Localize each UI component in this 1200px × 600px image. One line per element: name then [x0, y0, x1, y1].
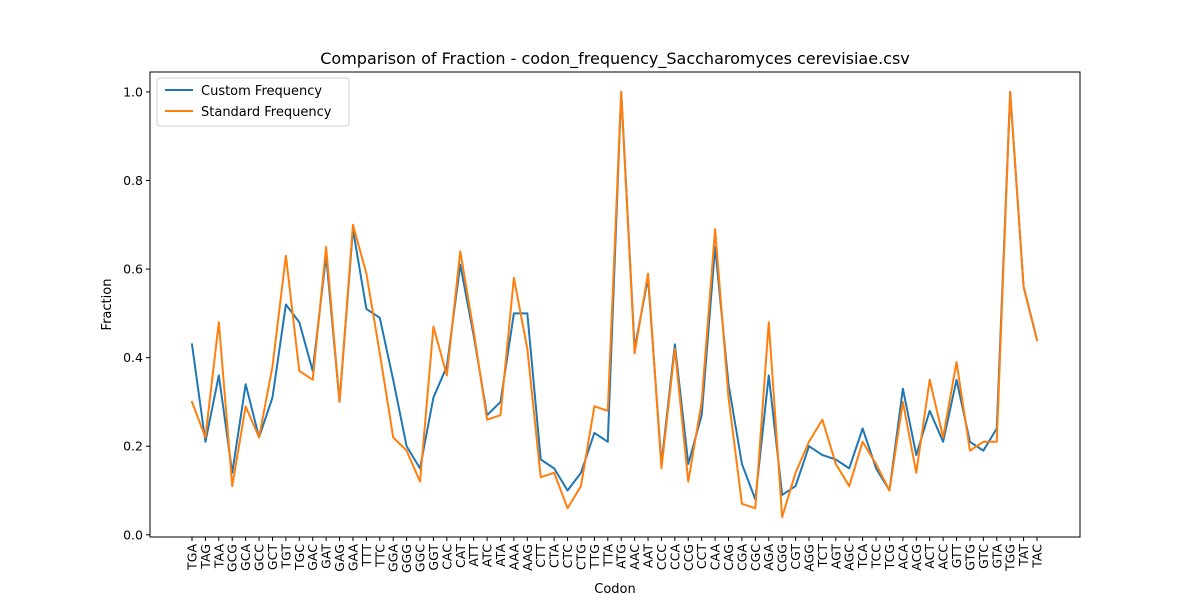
x-tick-label-ACA: ACA: [895, 544, 910, 570]
x-tick-label-ATA: ATA: [493, 544, 508, 567]
x-tick-label-CTG: CTG: [573, 544, 588, 570]
y-tick-label-0.8: 0.8: [123, 173, 143, 188]
chart-title: Comparison of Fraction - codon_frequency…: [320, 49, 910, 69]
x-tick-label-CAC: CAC: [439, 544, 454, 570]
x-tick-label-TCC: TCC: [869, 544, 884, 570]
y-tick-label-0.6: 0.6: [123, 262, 143, 277]
x-tick-label-GGA: GGA: [386, 544, 401, 572]
x-tick-label-ATT: ATT: [466, 544, 481, 567]
x-tick-label-GCG: GCG: [225, 544, 240, 572]
x-tick-label-TCA: TCA: [855, 544, 870, 570]
legend-label-standard-frequency: Standard Frequency: [201, 105, 332, 120]
x-tick-label-CCT: CCT: [694, 544, 709, 569]
x-tick-label-GTG: GTG: [962, 544, 977, 571]
x-tick-label-CTC: CTC: [560, 544, 575, 569]
x-tick-label-TAG: TAG: [198, 544, 213, 570]
x-tick-label-GTC: GTC: [976, 544, 991, 569]
x-tick-label-CGG: CGG: [775, 544, 790, 572]
x-tick-label-CTA: CTA: [547, 544, 562, 568]
x-tick-label-CCG: CCG: [681, 544, 696, 571]
x-tick-label-GGG: GGG: [399, 544, 414, 573]
x-tick-label-AGC: AGC: [842, 544, 857, 571]
x-tick-label-TTT: TTT: [359, 544, 374, 568]
x-tick-label-TAT: TAT: [1016, 544, 1031, 567]
x-tick-label-GCC: GCC: [252, 544, 267, 571]
x-tick-label-CCC: CCC: [654, 544, 669, 570]
x-tick-label-CTT: CTT: [533, 544, 548, 568]
x-tick-label-AGA: AGA: [761, 544, 776, 571]
y-tick-label-0.2: 0.2: [123, 439, 143, 454]
legend: Custom Frequency Standard Frequency: [156, 77, 350, 127]
x-tick-label-GGT: GGT: [426, 544, 441, 571]
x-tick-label-AAT: AAT: [641, 544, 656, 568]
x-tick-label-CGA: CGA: [734, 544, 749, 571]
plot-marks: [190, 90, 1039, 519]
plot-frame: [149, 71, 1081, 538]
y-axis-label: Fraction: [100, 279, 115, 331]
legend-label-custom-frequency: Custom Frequency: [201, 84, 322, 99]
x-tick-label-GTA: GTA: [989, 544, 1004, 569]
x-tick-label-TAA: TAA: [211, 544, 226, 570]
y-tick-label-0.4: 0.4: [123, 350, 143, 365]
x-tick-label-ACG: ACG: [909, 544, 924, 571]
x-tick-label-TAC: TAC: [1030, 544, 1045, 569]
legend-box: [156, 77, 350, 127]
x-tick-label-AGT: AGT: [828, 544, 843, 570]
x-tick-label-AAA: AAA: [506, 544, 521, 571]
x-tick-label-GCT: GCT: [265, 544, 280, 570]
x-tick-label-TGT: TGT: [278, 544, 293, 570]
x-tick-label-ACT: ACT: [922, 544, 937, 569]
x-tick-label-CGC: CGC: [748, 544, 763, 571]
x-tick-label-TTC: TTC: [372, 544, 387, 568]
x-tick-label-ACC: ACC: [936, 544, 951, 570]
x-tick-label-TGC: TGC: [292, 544, 307, 571]
y-tick-label-0.0: 0.0: [123, 527, 143, 542]
x-tick-label-GCA: GCA: [238, 544, 253, 571]
x-tick-label-AAC: AAC: [627, 544, 642, 570]
x-tick-label-GTT: GTT: [949, 544, 964, 569]
x-tick-label-GAA: GAA: [345, 544, 360, 572]
x-tick-label-GAC: GAC: [305, 544, 320, 571]
x-tick-label-CAT: CAT: [453, 544, 468, 568]
x-tick-label-TCT: TCT: [815, 544, 830, 569]
x-tick-label-TTG: TTG: [587, 544, 602, 570]
x-tick-label-CAA: CAA: [708, 544, 723, 571]
x-tick-label-GGC: GGC: [413, 544, 428, 572]
x-tick-label-CGT: CGT: [788, 544, 803, 570]
x-tick-label-AAG: AAG: [520, 544, 535, 571]
x-tick-label-AGG: AGG: [801, 544, 816, 572]
x-tick-label-GAT: GAT: [319, 544, 334, 569]
x-tick-label-ATC: ATC: [480, 544, 495, 567]
x-tick-label-TCG: TCG: [882, 544, 897, 570]
x-axis-label: Codon: [594, 582, 635, 597]
x-tick-label-GAG: GAG: [332, 544, 347, 572]
x-tick-label-TTA: TTA: [600, 544, 615, 568]
x-tick-label-CCA: CCA: [667, 544, 682, 570]
x-tick-label-TGG: TGG: [1003, 544, 1018, 572]
series-line-standard-frequency: [190, 90, 1039, 519]
y-tick-label-1.0: 1.0: [123, 84, 143, 99]
x-tick-label-TGA: TGA: [185, 544, 200, 571]
x-tick-label-ATG: ATG: [614, 544, 629, 569]
x-tick-label-CAG: CAG: [721, 544, 736, 571]
